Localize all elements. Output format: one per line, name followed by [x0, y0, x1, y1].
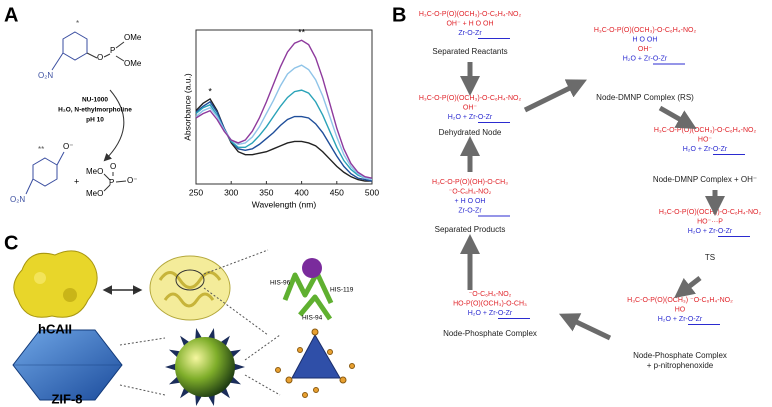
x-tick-label: 350 [259, 187, 273, 197]
nitro-group: O₂N [38, 71, 53, 80]
species: H₃C-O-P(O)(OCH₃)-O-C₆H₄-NO₂ [419, 95, 522, 102]
species: HO [675, 306, 686, 313]
state-label: Dehydrated Node [439, 128, 502, 137]
methoxy: OMe [124, 59, 142, 68]
x-tick-label: 250 [189, 187, 203, 197]
species: Zr-O-Zr [458, 30, 482, 37]
spectrum-line [195, 100, 373, 182]
x-axis-label: Wavelength (nm) [252, 199, 317, 209]
state-label: TS [705, 253, 715, 262]
x-tick-label: 450 [330, 187, 344, 197]
residue-label: HIS-119 [330, 287, 354, 294]
plus: + [74, 176, 79, 186]
condition: H₂O, N-ethylmorpholine [58, 107, 132, 114]
species: ⁻O-C₆H₄-NO₂ [469, 291, 512, 298]
spike [165, 363, 177, 371]
methoxy: MeO [86, 167, 103, 176]
species: H₂O + Zr-O-Zr [683, 146, 728, 153]
annotation: ** [298, 28, 306, 38]
spectrum-line [195, 39, 373, 179]
state-label: Node-Phosphate Complex [443, 329, 537, 338]
x-tick-label: 500 [365, 187, 379, 197]
residue-label: HIS-94 [302, 315, 323, 322]
panel-label: B [392, 4, 406, 26]
mark: * [76, 19, 79, 28]
species: HO⁻ [698, 136, 713, 143]
spike [195, 328, 202, 340]
atom: O⁻ [127, 176, 137, 185]
species: H₃C-O-P(O)(OCH₃)-O-C₆H₄-NO₂ [419, 11, 522, 18]
species: Zr-O-Zr [458, 207, 482, 214]
species: OH⁻ + H O OH [446, 20, 493, 27]
spectrum-line [195, 89, 373, 181]
species: OH⁻ [463, 104, 478, 111]
panel-c-drawing [12, 249, 355, 406]
species: H₃C-O-P(O)(OH)-O-CH₃ [432, 179, 508, 186]
species: H₃C-O-P(O)(OCH₃)-O-C₆H₄-NO₂ [654, 127, 757, 134]
species: H₃C-O-P(O)(OCH₃) ⁻O-C₆H₄-NO₂ [627, 297, 733, 304]
reaction-arrow [523, 79, 587, 113]
atom: P [110, 46, 115, 55]
protein-label: hCAII [38, 321, 72, 336]
spike [233, 363, 245, 371]
mark: ** [38, 145, 44, 154]
scheme-a-drawing [25, 31, 127, 195]
spike [195, 394, 202, 406]
species: HO-P(O)(OCH₃)-O-CH₃ [453, 300, 527, 307]
methoxy: MeO [86, 189, 103, 198]
plot-frame [195, 29, 373, 185]
reaction-arrow [674, 276, 702, 299]
state-label: Separated Products [435, 225, 506, 234]
spectrum-line [195, 64, 373, 181]
reaction-arrow [658, 105, 697, 129]
spike [208, 394, 215, 406]
state-label: Separated Reactants [432, 47, 507, 56]
x-tick-label: 400 [295, 187, 309, 197]
residue-label: HIS-96 [270, 280, 291, 287]
species: HO⁻···P [697, 218, 723, 225]
species: H₂O + Zr-O-Zr [448, 114, 493, 121]
atom: O [110, 162, 116, 171]
y-axis-label: Absorbance (a.u.) [182, 73, 192, 141]
x-tick-label: 300 [224, 187, 238, 197]
species: H₂O + Zr-O-Zr [623, 55, 668, 62]
species: H₃C-O-P(O)(OCH₃)-O-C₆H₄-NO₂ [659, 209, 762, 216]
atom: O [97, 53, 103, 62]
state-label: + p-nitrophenoxide [647, 361, 714, 370]
species: ⁻O-C₆H₄-NO₂ [449, 188, 492, 195]
state-label: Node-DMNP Complex (RS) [596, 93, 694, 102]
reaction-arrow [558, 313, 612, 341]
annotation: * [208, 86, 212, 96]
state-label: Node-Phosphate Complex [633, 351, 727, 360]
species: + H O OH [455, 198, 486, 205]
methoxy: OMe [124, 33, 142, 42]
species: H₂O + Zr-O-Zr [688, 228, 733, 235]
condition: pH 10 [86, 117, 104, 124]
species: H O OH [633, 36, 658, 43]
spike [208, 328, 215, 340]
panel-label: A [4, 4, 18, 26]
atom: O⁻ [63, 142, 73, 151]
state-label: Node-DMNP Complex + OH⁻ [653, 175, 757, 184]
atom: P [109, 178, 114, 187]
panel-label: C [4, 232, 18, 254]
condition: NU-1000 [82, 97, 108, 104]
species: H₂O + Zr-O-Zr [658, 316, 703, 323]
framework-label: ZIF-8 [51, 391, 82, 406]
species: OH⁻ [638, 46, 653, 53]
species: H₃C-O-P(O)(OCH₃)-O-C₆H₄-NO₂ [594, 27, 697, 34]
species: H₂O + Zr-O-Zr [468, 310, 513, 317]
nitro-group: O₂N [10, 195, 25, 204]
